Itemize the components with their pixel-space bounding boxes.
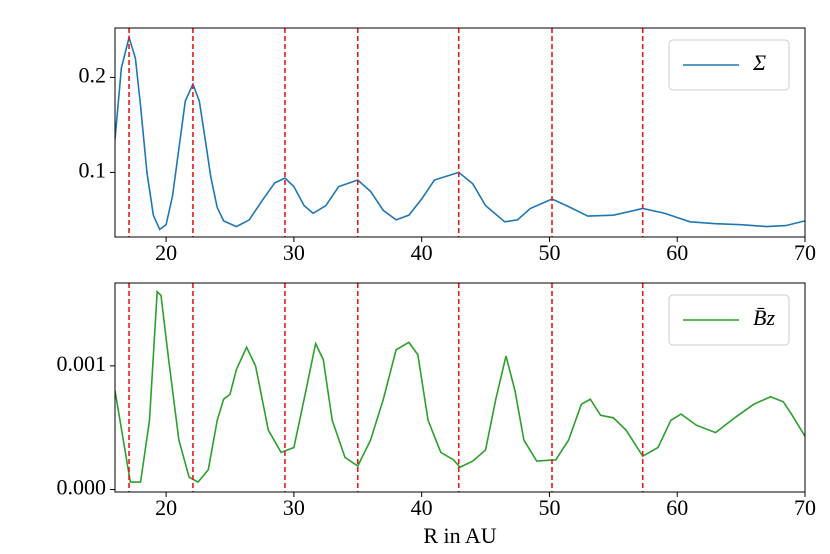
series-line [115,289,805,484]
y-tick-label: 0.001 [57,351,107,376]
x-tick-label: 70 [794,240,816,265]
y-tick-label: 0.1 [79,157,107,182]
x-tick-label: 40 [411,495,433,520]
x-tick-label: 50 [538,240,560,265]
x-tick-label: 70 [794,495,816,520]
x-tick-label: 30 [283,240,305,265]
subplot: 20 30 40 50 60 70 0.1 0.2 Σ [79,27,816,265]
axes-frame [114,27,806,238]
x-tick-label: 60 [666,240,688,265]
x-axis-label: R in AU [423,523,496,548]
x-tick-label: 60 [666,495,688,520]
axes-frame [114,282,806,493]
legend-label: Σ [752,50,766,75]
x-tick-label: 30 [283,495,305,520]
x-tick-label: 50 [538,495,560,520]
legend-label: B̄z [753,305,775,330]
subplot: 20 30 40 50 60 70 0.000 0.001 B̄z R in AU [57,282,816,548]
x-tick-label: 20 [155,240,177,265]
x-tick-label: 40 [411,240,433,265]
series-line [115,34,805,231]
y-tick-label: 0.000 [57,475,107,500]
y-tick-label: 0.2 [79,62,107,87]
x-tick-label: 20 [155,495,177,520]
